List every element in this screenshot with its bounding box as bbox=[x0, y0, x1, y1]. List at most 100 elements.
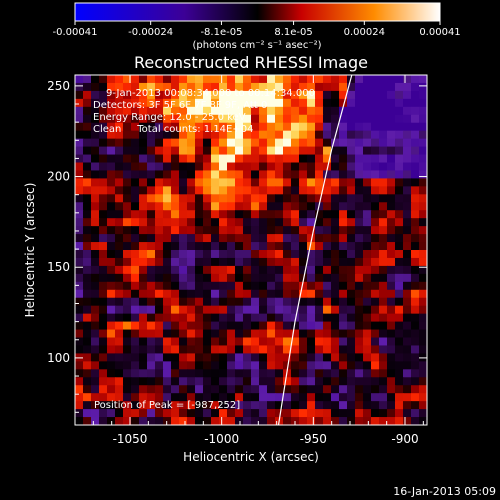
heatmap-cell bbox=[99, 226, 108, 235]
heatmap-cell bbox=[235, 194, 244, 203]
heatmap-cell bbox=[243, 218, 252, 227]
heatmap-cell bbox=[299, 82, 308, 92]
heatmap-cell bbox=[139, 122, 148, 132]
heatmap-cell bbox=[195, 154, 204, 164]
heatmap-cell bbox=[291, 122, 300, 132]
heatmap-cell bbox=[331, 250, 340, 259]
heatmap-cell bbox=[403, 369, 412, 378]
heatmap-cell bbox=[139, 257, 148, 267]
heatmap-cell bbox=[419, 98, 427, 108]
heatmap-cell bbox=[267, 82, 276, 92]
heatmap-cell bbox=[395, 226, 404, 235]
heatmap-cell bbox=[99, 114, 108, 124]
heatmap-cell bbox=[243, 417, 252, 425]
heatmap-cell bbox=[379, 82, 388, 92]
heatmap-cell bbox=[259, 202, 268, 211]
heatmap-cell bbox=[187, 329, 196, 339]
heatmap-cell bbox=[91, 369, 100, 378]
heatmap-cell bbox=[307, 82, 316, 92]
heatmap-cell bbox=[283, 170, 292, 179]
heatmap-cell bbox=[147, 257, 156, 267]
heatmap-cell bbox=[139, 162, 148, 172]
heatmap-cell bbox=[179, 170, 188, 179]
heatmap-cell bbox=[355, 353, 364, 362]
heatmap-cell bbox=[283, 337, 292, 347]
heatmap-cell bbox=[211, 98, 220, 108]
heatmap-cell bbox=[187, 305, 196, 315]
heatmap-cell bbox=[339, 170, 348, 179]
heatmap-cell bbox=[211, 170, 220, 179]
colorbar-tick-label: -8.1e-05 bbox=[200, 27, 242, 38]
heatmap-cell bbox=[347, 178, 356, 187]
heatmap-cell bbox=[227, 289, 236, 299]
heatmap-cell bbox=[259, 218, 268, 227]
heatmap-cell bbox=[307, 154, 316, 164]
heatmap-cell bbox=[259, 250, 268, 259]
heatmap-cell bbox=[419, 345, 427, 354]
heatmap-cell bbox=[283, 218, 292, 227]
heatmap-cell bbox=[419, 194, 427, 203]
heatmap-cell bbox=[403, 194, 412, 203]
heatmap-cell bbox=[179, 321, 188, 331]
heatmap-cell bbox=[171, 273, 180, 283]
heatmap-cell bbox=[91, 178, 100, 187]
heatmap-cell bbox=[203, 98, 212, 108]
heatmap-cell bbox=[355, 257, 364, 267]
heatmap-cell bbox=[171, 297, 180, 307]
heatmap-cell bbox=[227, 98, 236, 108]
heatmap-cell bbox=[299, 114, 308, 124]
heatmap-cell bbox=[99, 321, 108, 331]
heatmap-cell bbox=[411, 170, 420, 179]
heatmap-cell bbox=[99, 218, 108, 227]
heatmap-cell bbox=[211, 401, 220, 410]
heatmap-cell bbox=[99, 377, 108, 386]
heatmap-cell bbox=[387, 345, 396, 354]
heatmap-cell bbox=[251, 281, 260, 291]
heatmap-cell bbox=[323, 154, 332, 164]
heatmap-cell bbox=[235, 377, 244, 386]
heatmap-cell bbox=[267, 106, 276, 116]
heatmap-cell bbox=[299, 369, 308, 378]
heatmap-cell bbox=[123, 393, 132, 402]
heatmap-cell bbox=[179, 114, 188, 124]
heatmap-cell bbox=[355, 90, 364, 100]
heatmap-cell bbox=[139, 90, 148, 100]
heatmap-cell bbox=[99, 146, 108, 156]
heatmap-cell bbox=[315, 146, 324, 156]
heatmap-cell bbox=[203, 393, 212, 402]
heatmap-cell bbox=[83, 178, 92, 187]
heatmap-cell bbox=[403, 138, 412, 148]
heatmap-cell bbox=[107, 242, 116, 251]
heatmap-cell bbox=[147, 273, 156, 283]
heatmap-cell bbox=[163, 146, 172, 156]
heatmap-cell bbox=[363, 313, 372, 323]
heatmap-cell bbox=[411, 345, 420, 354]
heatmap-cell bbox=[267, 265, 276, 275]
heatmap-cell bbox=[323, 377, 332, 386]
heatmap-cell bbox=[331, 146, 340, 156]
heatmap-cell bbox=[259, 361, 268, 370]
heatmap-cell bbox=[75, 194, 84, 203]
heatmap-cell bbox=[131, 114, 140, 124]
heatmap-cell bbox=[251, 234, 260, 243]
heatmap-cell bbox=[107, 234, 116, 243]
heatmap-cell bbox=[347, 226, 356, 235]
heatmap-cell bbox=[307, 305, 316, 315]
heatmap-cell bbox=[179, 345, 188, 354]
heatmap-cell bbox=[347, 170, 356, 179]
heatmap-cell bbox=[331, 98, 340, 108]
heatmap-cell bbox=[251, 75, 260, 84]
heatmap-cell bbox=[387, 257, 396, 267]
heatmap-cell bbox=[91, 329, 100, 339]
heatmap-cell bbox=[75, 345, 84, 354]
heatmap-cell bbox=[331, 393, 340, 402]
heatmap-cell bbox=[267, 146, 276, 156]
heatmap-cell bbox=[387, 385, 396, 394]
heatmap-cell bbox=[379, 146, 388, 156]
heatmap-cell bbox=[211, 289, 220, 299]
heatmap-cell bbox=[179, 186, 188, 195]
heatmap-cell bbox=[307, 202, 316, 211]
heatmap-cell bbox=[283, 194, 292, 203]
heatmap-cell bbox=[259, 353, 268, 362]
heatmap-cell bbox=[131, 242, 140, 251]
